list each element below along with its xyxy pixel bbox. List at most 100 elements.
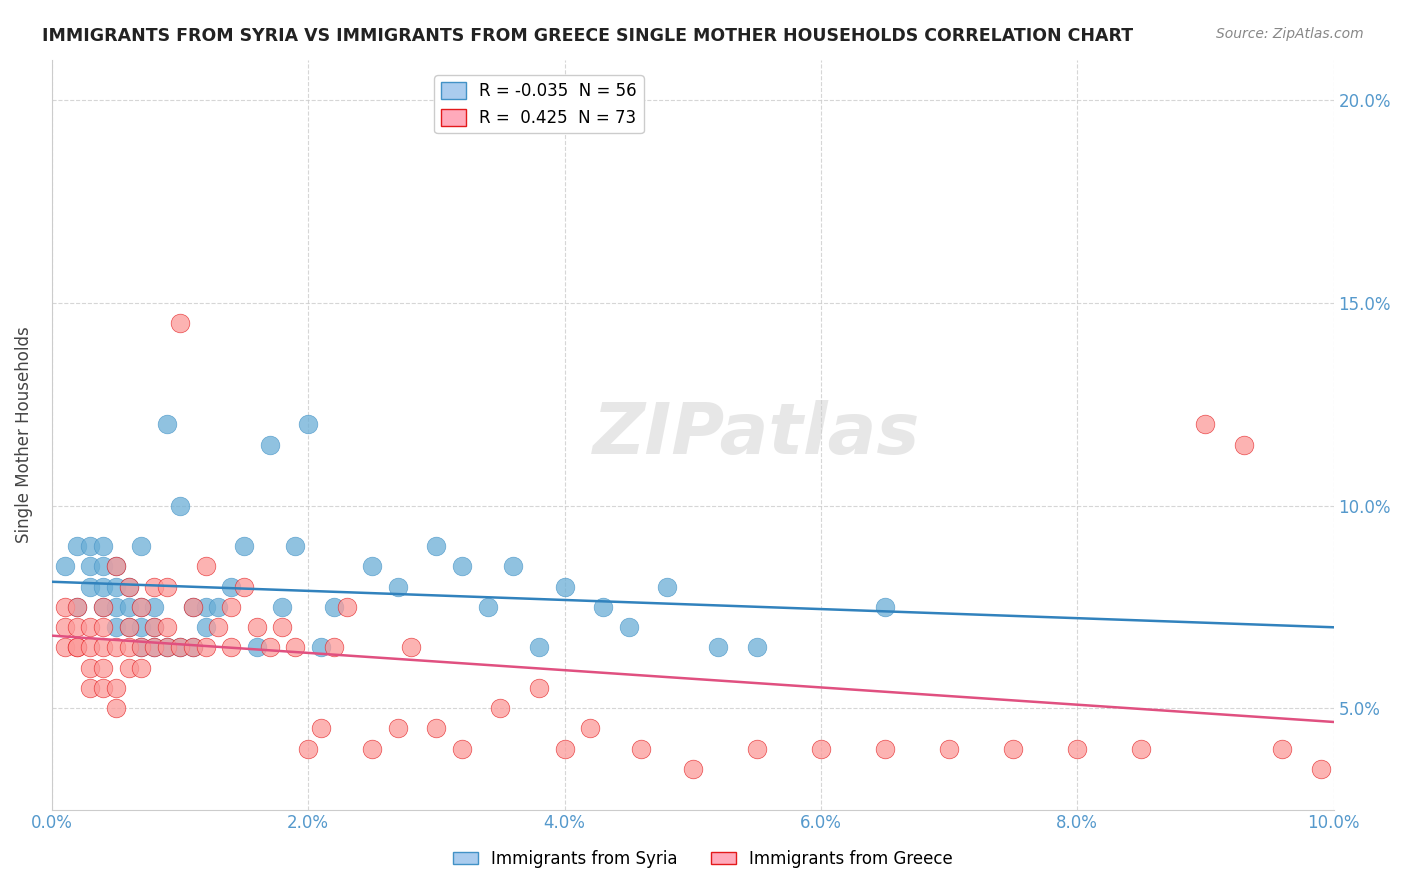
Point [194,559,217,574]
Point [1309,762,1331,776]
Point [156,417,179,432]
Point [53,640,76,655]
Point [104,559,127,574]
Point [104,620,127,634]
Point [104,580,127,594]
Point [361,559,384,574]
Point [104,701,127,715]
Point [1066,741,1088,756]
Point [297,741,319,756]
Point [336,599,359,614]
Point [131,599,153,614]
Point [194,599,217,614]
Point [502,559,524,574]
Point [53,559,76,574]
Point [194,640,217,655]
Point [143,620,166,634]
Point [284,640,307,655]
Point [219,580,242,594]
Point [91,640,114,655]
Point [271,599,294,614]
Point [169,499,191,513]
Point [131,620,153,634]
Point [489,701,512,715]
Point [156,580,179,594]
Point [810,741,832,756]
Legend: Immigrants from Syria, Immigrants from Greece: Immigrants from Syria, Immigrants from G… [446,844,960,875]
Point [1002,741,1025,756]
Point [131,599,153,614]
Point [143,620,166,634]
Point [91,559,114,574]
Point [118,640,141,655]
Point [194,620,217,634]
Point [219,640,242,655]
Point [1271,741,1294,756]
Point [233,580,256,594]
Point [104,640,127,655]
Point [181,599,204,614]
Point [745,640,768,655]
Point [91,599,114,614]
Point [118,599,141,614]
Point [527,640,550,655]
Point [91,681,114,695]
Point [181,599,204,614]
Point [233,539,256,553]
Point [322,599,344,614]
Point [169,640,191,655]
Point [91,580,114,594]
Point [104,681,127,695]
Point [79,539,101,553]
Point [131,640,153,655]
Text: Source: ZipAtlas.com: Source: ZipAtlas.com [1216,27,1364,41]
Point [118,620,141,634]
Point [66,620,89,634]
Point [143,599,166,614]
Point [181,640,204,655]
Point [309,722,332,736]
Point [118,580,141,594]
Point [682,762,704,776]
Point [1233,438,1256,452]
Point [156,620,179,634]
Point [118,620,141,634]
Point [309,640,332,655]
Point [79,620,101,634]
Point [131,640,153,655]
Point [79,580,101,594]
Point [399,640,422,655]
Point [143,640,166,655]
Point [118,580,141,594]
Point [143,640,166,655]
Point [579,722,602,736]
Point [66,539,89,553]
Point [873,741,896,756]
Point [271,620,294,634]
Point [169,640,191,655]
Point [259,438,281,452]
Point [425,539,447,553]
Point [655,580,678,594]
Point [745,741,768,756]
Point [259,640,281,655]
Point [246,640,269,655]
Point [53,599,76,614]
Point [79,640,101,655]
Text: IMMIGRANTS FROM SYRIA VS IMMIGRANTS FROM GREECE SINGLE MOTHER HOUSEHOLDS CORRELA: IMMIGRANTS FROM SYRIA VS IMMIGRANTS FROM… [42,27,1133,45]
Point [156,640,179,655]
Point [219,599,242,614]
Point [387,722,409,736]
Point [66,599,89,614]
Point [527,681,550,695]
Point [592,599,614,614]
Text: ZIPatlas: ZIPatlas [593,401,921,469]
Point [630,741,652,756]
Point [156,640,179,655]
Point [246,620,269,634]
Point [322,640,344,655]
Point [477,599,499,614]
Point [707,640,730,655]
Point [297,417,319,432]
Point [66,640,89,655]
